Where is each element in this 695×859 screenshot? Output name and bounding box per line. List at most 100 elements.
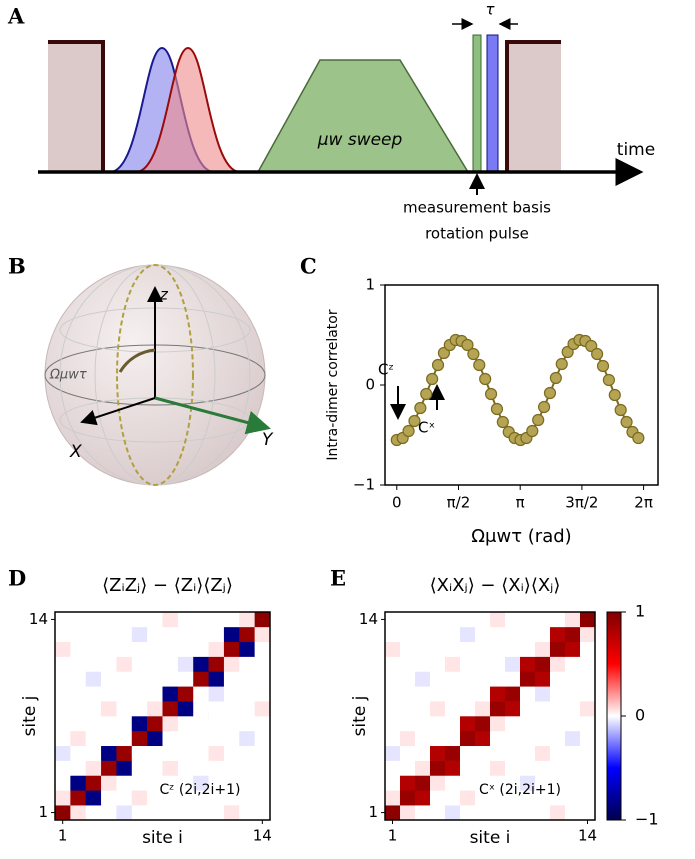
heatmap-cell [475, 701, 491, 717]
data-point [479, 372, 492, 386]
heatmap-cell [520, 805, 536, 821]
heatmap-cell [580, 671, 596, 687]
heatmap-cell [70, 612, 87, 628]
heatmap-cell [239, 701, 255, 717]
heatmap-cell [550, 790, 566, 806]
heatmap-cell [85, 790, 102, 806]
heatmap-cell [116, 641, 133, 657]
heatmap-cell [445, 745, 461, 761]
heatmap-cell [70, 656, 87, 672]
heatmap-cell [475, 626, 491, 643]
data-point [555, 357, 568, 371]
heatmap-cell [193, 612, 209, 628]
heatmap-cell [116, 805, 133, 821]
heatmap-cell [475, 730, 491, 747]
heatmap-cell [460, 730, 476, 747]
heatmap-cell [116, 701, 133, 717]
x-axis-label: Ωμwτ (rad) [471, 526, 571, 547]
heatmap-cell [415, 716, 431, 732]
heatmap-cell [460, 671, 476, 687]
heatmap-cell [193, 671, 209, 687]
heatmap-cell [193, 716, 209, 732]
heatmap-cell [535, 775, 551, 791]
heatmap-cell [55, 805, 71, 821]
heatmap-cell [223, 716, 240, 732]
heatmap-cell [445, 656, 461, 672]
heatmap-cell [550, 775, 566, 791]
axis-label: X [69, 442, 82, 462]
heatmap-cell [475, 686, 491, 702]
heatmap-cell [147, 790, 163, 806]
heatmap-cell [193, 641, 209, 657]
heatmap-cell [70, 805, 87, 821]
heatmap-cell [147, 656, 163, 672]
heatmap-cell [147, 612, 163, 628]
heatmap-cell [177, 686, 194, 702]
data-point [602, 373, 615, 387]
heatmap-cell [385, 760, 401, 776]
heatmap-cell [580, 641, 596, 657]
heatmap-cell [239, 686, 255, 702]
y-tick-label: 1 [368, 803, 378, 821]
heatmap-cell [70, 701, 87, 717]
heatmap-cell [239, 641, 255, 657]
data-point [526, 424, 539, 438]
heatmap-cell [445, 790, 461, 806]
heatmap-cell [131, 805, 148, 821]
heatmap-cell [101, 612, 117, 628]
heatmap-cell [162, 790, 179, 806]
heatmap-cell [385, 656, 401, 672]
heatmap-cell [208, 805, 225, 821]
heatmap-cell [162, 760, 179, 776]
heatmap-cell [208, 730, 225, 747]
heatmap-cell [116, 612, 133, 628]
annotation: Cᶻ (2i,2i+1) [160, 782, 241, 798]
heatmap-cell [131, 626, 148, 643]
heatmap-cell [254, 730, 271, 747]
heatmap-cell [116, 671, 133, 687]
heatmap-cell [580, 790, 596, 806]
y-tick-label: 14 [359, 610, 378, 628]
heatmap-cell [550, 686, 566, 702]
heatmap-cell [415, 805, 431, 821]
heatmap-cell [460, 701, 476, 717]
heatmap-cell [460, 790, 476, 806]
heatmap-cell [460, 745, 476, 761]
heatmap-cell [131, 730, 148, 747]
data-point [620, 415, 633, 429]
chart-title: ⟨ZᵢZⱼ⟩ − ⟨Zᵢ⟩⟨Zⱼ⟩ [102, 575, 233, 596]
y-tick-label: 1 [365, 276, 375, 294]
heatmap-cell [520, 641, 536, 657]
heatmap-cell [580, 656, 596, 672]
heatmap-cell [131, 671, 148, 687]
heatmap-cell [85, 716, 102, 732]
heatmap-cell [400, 656, 416, 672]
heatmap-cell [193, 701, 209, 717]
heatmap-cell [445, 716, 461, 732]
heatmap-cell [116, 745, 133, 761]
heatmap-cell [505, 745, 521, 761]
heatmap-cell [101, 760, 117, 776]
heatmap-cell [254, 626, 271, 643]
heatmap-cell [55, 656, 71, 672]
heatmap-cell [101, 641, 117, 657]
heatmap-cell [131, 775, 148, 791]
heatmap-cell [116, 790, 133, 806]
heatmap-cell [116, 686, 133, 702]
heatmap-cell [193, 626, 209, 643]
heatmap-cell [415, 626, 431, 643]
heatmap-cell [85, 760, 102, 776]
heatmap-cell [116, 716, 133, 732]
heatmap-cell [193, 805, 209, 821]
heatmap-cell [116, 775, 133, 791]
heatmap-cell [520, 626, 536, 643]
heatmap-cell [177, 612, 194, 628]
heatmap-cell [520, 656, 536, 672]
heatmap-cell [162, 671, 179, 687]
heatmap-cell [430, 760, 446, 776]
heatmap-cell [550, 745, 566, 761]
heatmap-cell [535, 686, 551, 702]
heatmap-cell [415, 641, 431, 657]
heatmap-cell [475, 671, 491, 687]
panel-label: E [330, 566, 346, 591]
